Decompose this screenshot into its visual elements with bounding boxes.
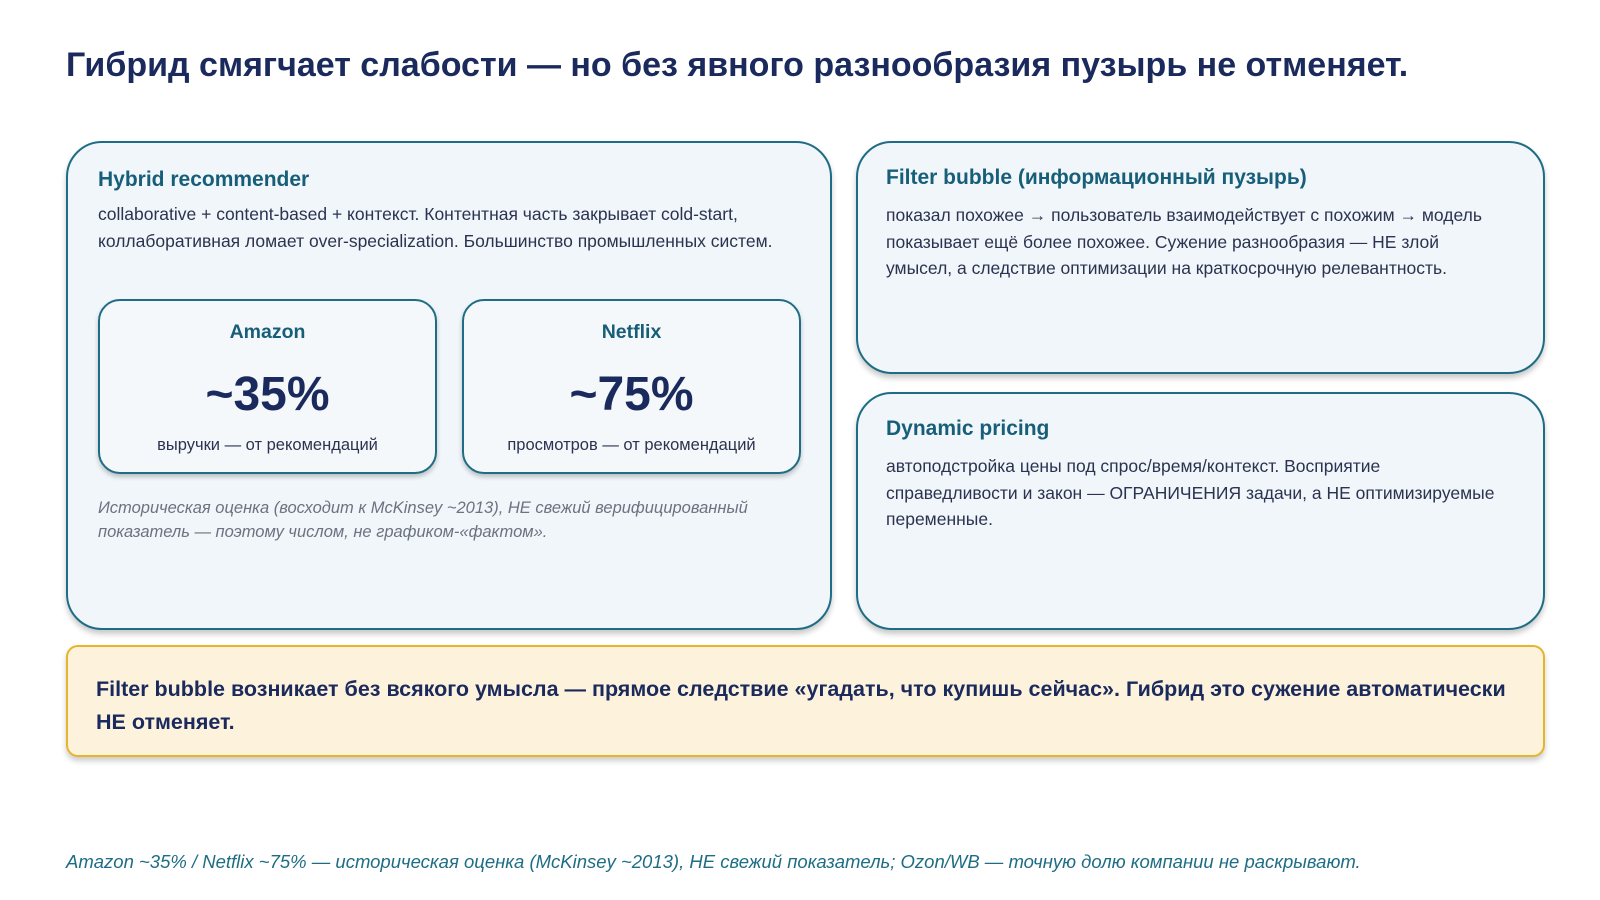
callout-text: Filter bubble возникает без всякого умыс… — [96, 677, 1506, 734]
historical-estimate-note: Историческая оценка (восходит к McKinsey… — [98, 499, 748, 541]
hybrid-description: collaborative + content-based + контекст… — [98, 204, 773, 251]
netflix-stat-card: Netflix ~75% просмотров — от рекомендаци… — [462, 299, 801, 474]
hybrid-heading: Hybrid recommender — [98, 168, 310, 191]
key-takeaway-callout: Filter bubble возникает без всякого умыс… — [66, 645, 1545, 757]
filter-bubble-card: Filter bubble (информационный пузырь) по… — [856, 141, 1545, 374]
dynamic-pricing-heading: Dynamic pricing — [886, 417, 1050, 440]
netflix-caption: просмотров — от рекомендаций — [507, 436, 756, 454]
amazon-label: Amazon — [229, 321, 306, 343]
dynamic-pricing-card: Dynamic pricing автоподстройка цены под … — [856, 392, 1545, 630]
amazon-caption: выручки — от рекомендаций — [157, 436, 378, 454]
amazon-stat-card: Amazon ~35% выручки — от рекомендаций — [98, 299, 437, 474]
page-title: Гибрид смягчает слабости — но без явного… — [66, 46, 1409, 84]
filter-bubble-heading: Filter bubble (информационный пузырь) — [886, 166, 1307, 189]
netflix-label: Netflix — [601, 321, 662, 343]
amazon-value: ~35% — [205, 368, 330, 421]
hybrid-recommender-card: Hybrid recommender collaborative + conte… — [66, 141, 832, 630]
source-footnote: Amazon ~35% / Netflix ~75% — историческа… — [66, 851, 1361, 872]
filter-bubble-description: показал похожее → пользователь взаимодей… — [886, 205, 1482, 278]
dynamic-pricing-description: автоподстройка цены под спрос/время/конт… — [886, 456, 1495, 529]
netflix-value: ~75% — [569, 368, 694, 421]
